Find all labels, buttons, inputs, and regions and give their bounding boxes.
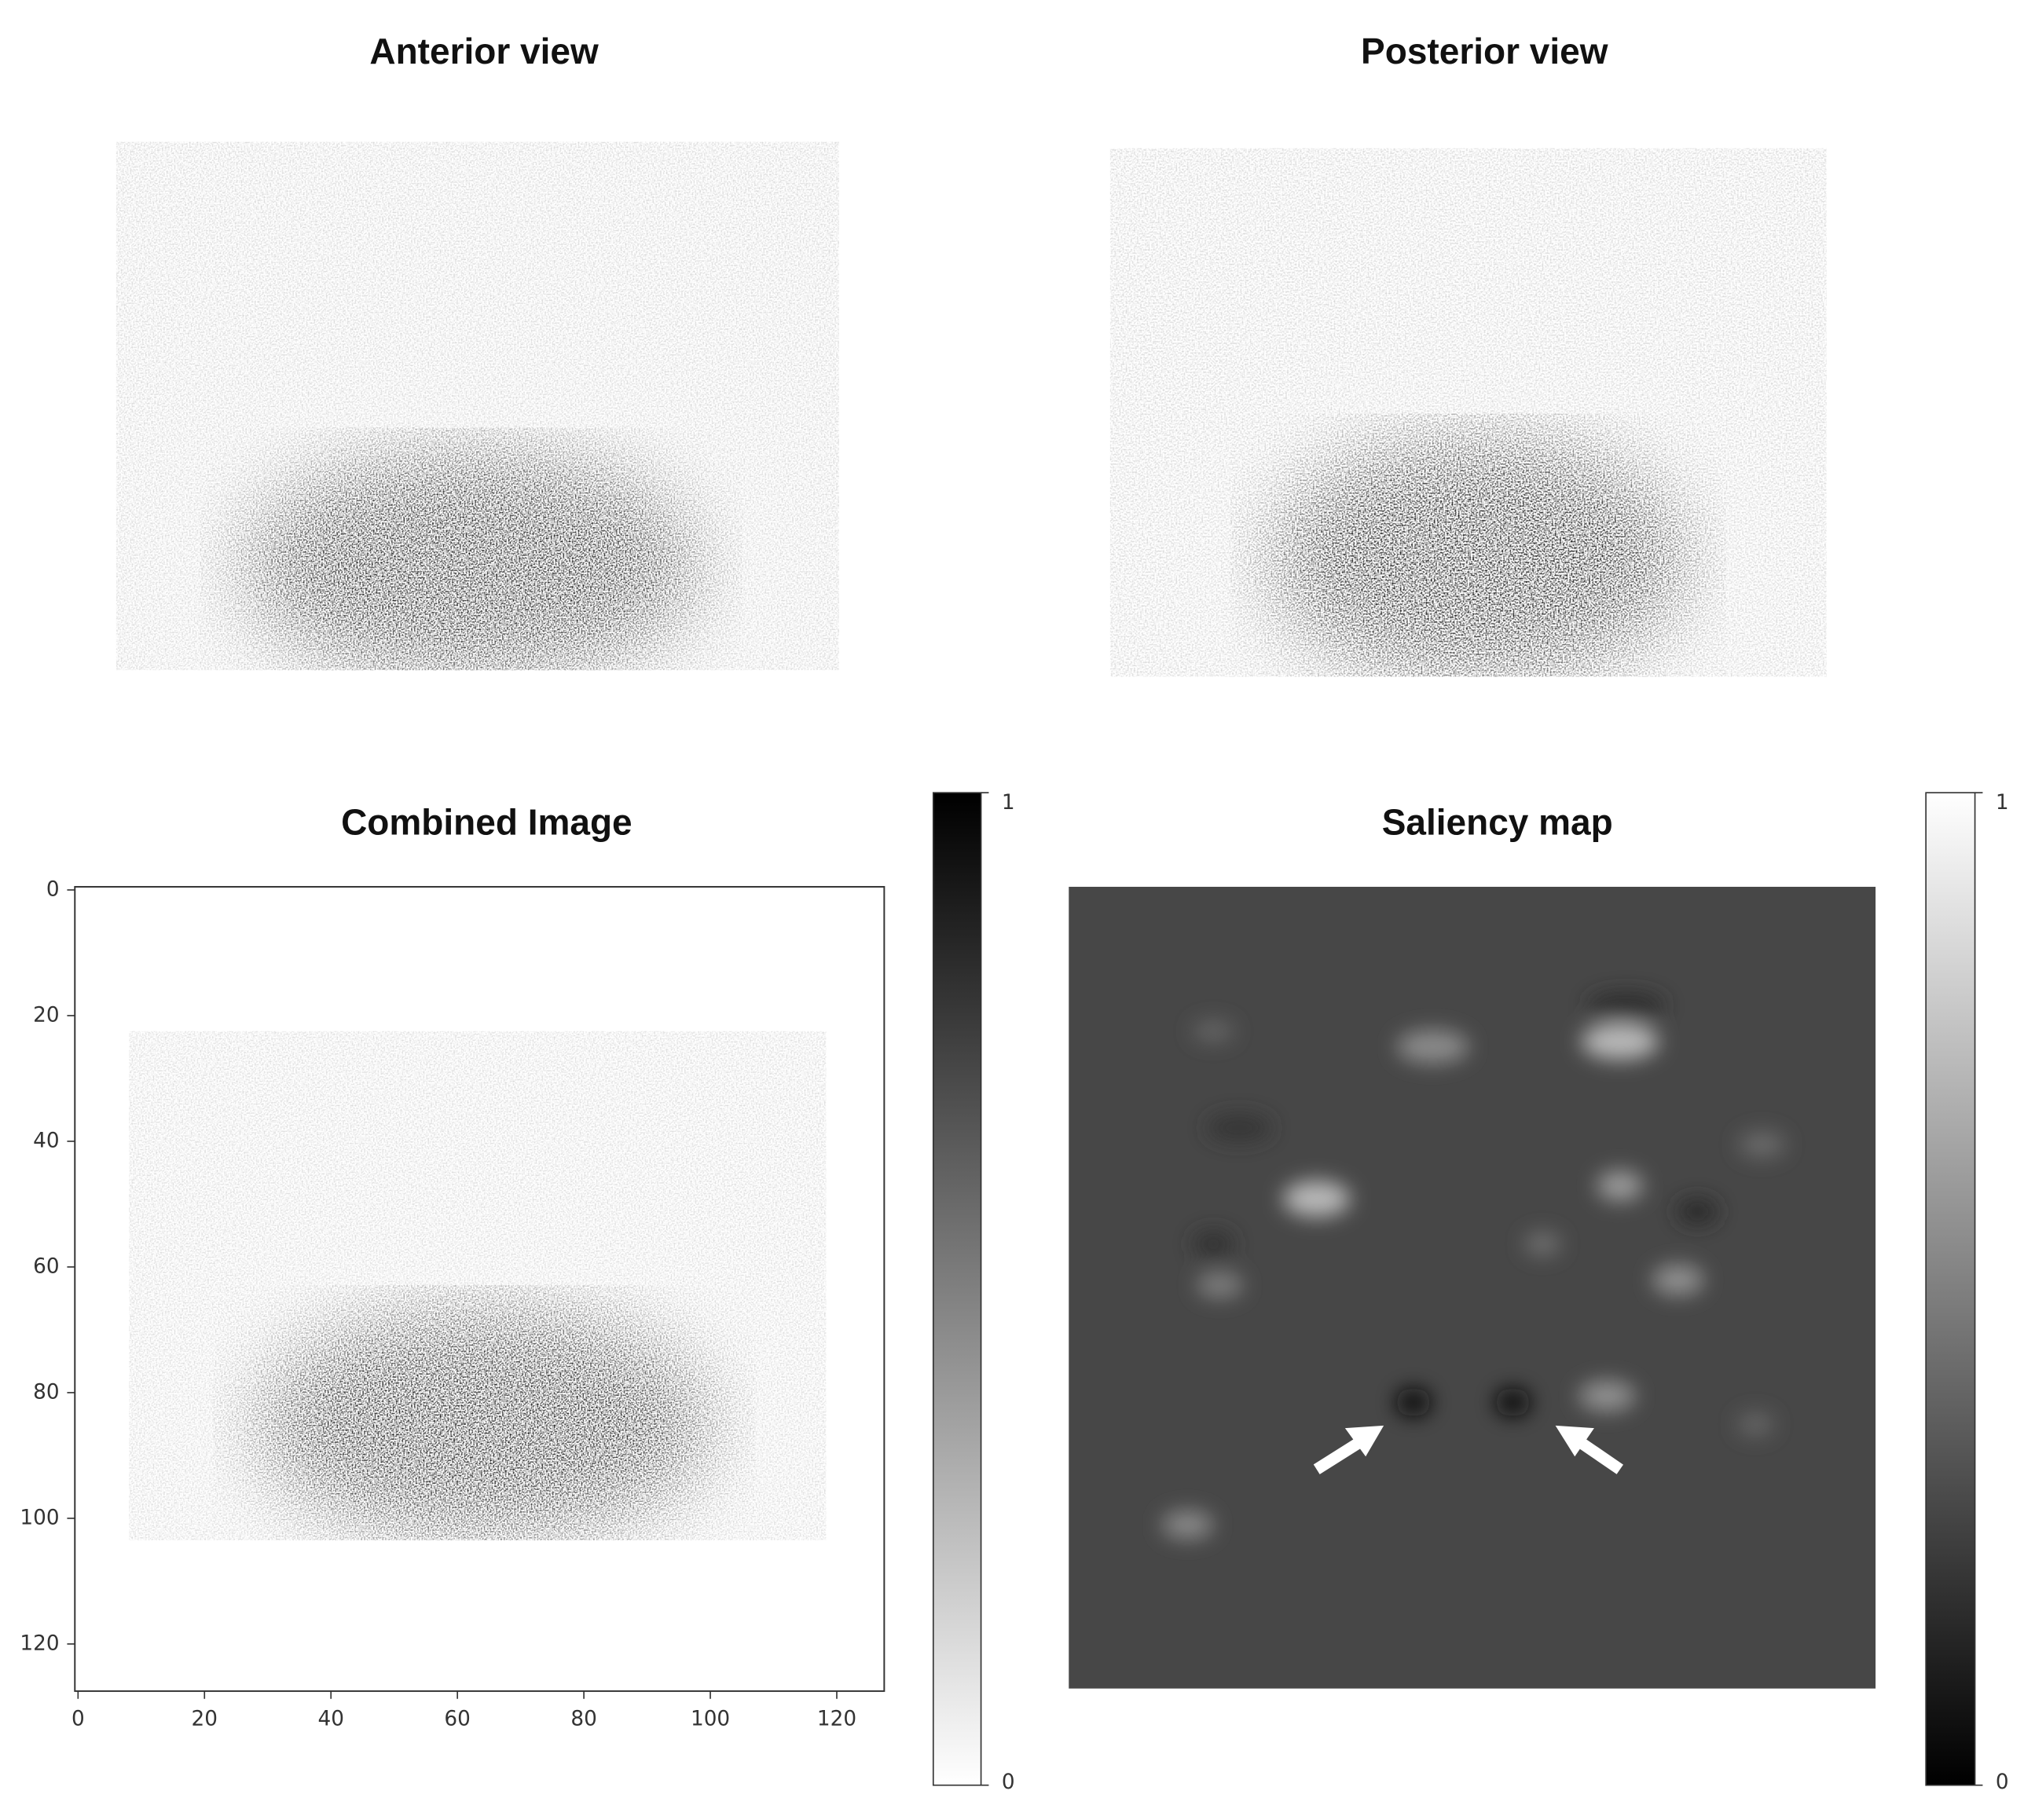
panel-title: Combined Image <box>341 801 632 842</box>
x-tick-label: 120 <box>817 1708 856 1731</box>
colorbar-tick-label: 1 <box>1996 791 2009 815</box>
colorbar <box>932 792 982 1786</box>
y-tick-label: 40 <box>33 1129 59 1152</box>
colorbar-ticks: 01 <box>981 791 1015 1794</box>
y-tick-label: 100 <box>20 1506 59 1529</box>
x-tick-label: 20 <box>192 1708 218 1731</box>
y-tick-label: 0 <box>46 877 60 901</box>
colorbar-tick-label: 1 <box>1002 791 1015 815</box>
saliency-image <box>1069 886 1876 1689</box>
axes-frame <box>74 885 886 1692</box>
x-tick-label: 60 <box>444 1708 470 1731</box>
colorbar-ticks: 01 <box>1974 791 2009 1794</box>
y-tick-label: 20 <box>33 1003 59 1027</box>
panel-title: Posterior view <box>1361 31 1608 71</box>
combined-image <box>75 886 885 1691</box>
y-tick-label: 60 <box>33 1254 59 1278</box>
axes: 0 20 40 60 80 100 120 0 20 40 60 80 100 120 <box>20 877 856 1730</box>
x-tick-label: 80 <box>570 1708 596 1731</box>
posterior-image <box>1109 148 1827 677</box>
panel-title: Saliency map <box>1382 801 1613 842</box>
y-tick-label: 80 <box>33 1380 59 1404</box>
y-tick-label: 120 <box>20 1631 59 1655</box>
x-tick-label: 40 <box>317 1708 343 1731</box>
colorbar-tick-label: 0 <box>1996 1771 2009 1794</box>
x-tick-label: 100 <box>691 1708 730 1731</box>
colorbar <box>1925 792 1976 1786</box>
x-tick-label: 0 <box>72 1708 85 1731</box>
panel-title: Anterior view <box>369 31 599 71</box>
anterior-image <box>116 141 839 671</box>
colorbar-tick-label: 0 <box>1002 1771 1015 1794</box>
